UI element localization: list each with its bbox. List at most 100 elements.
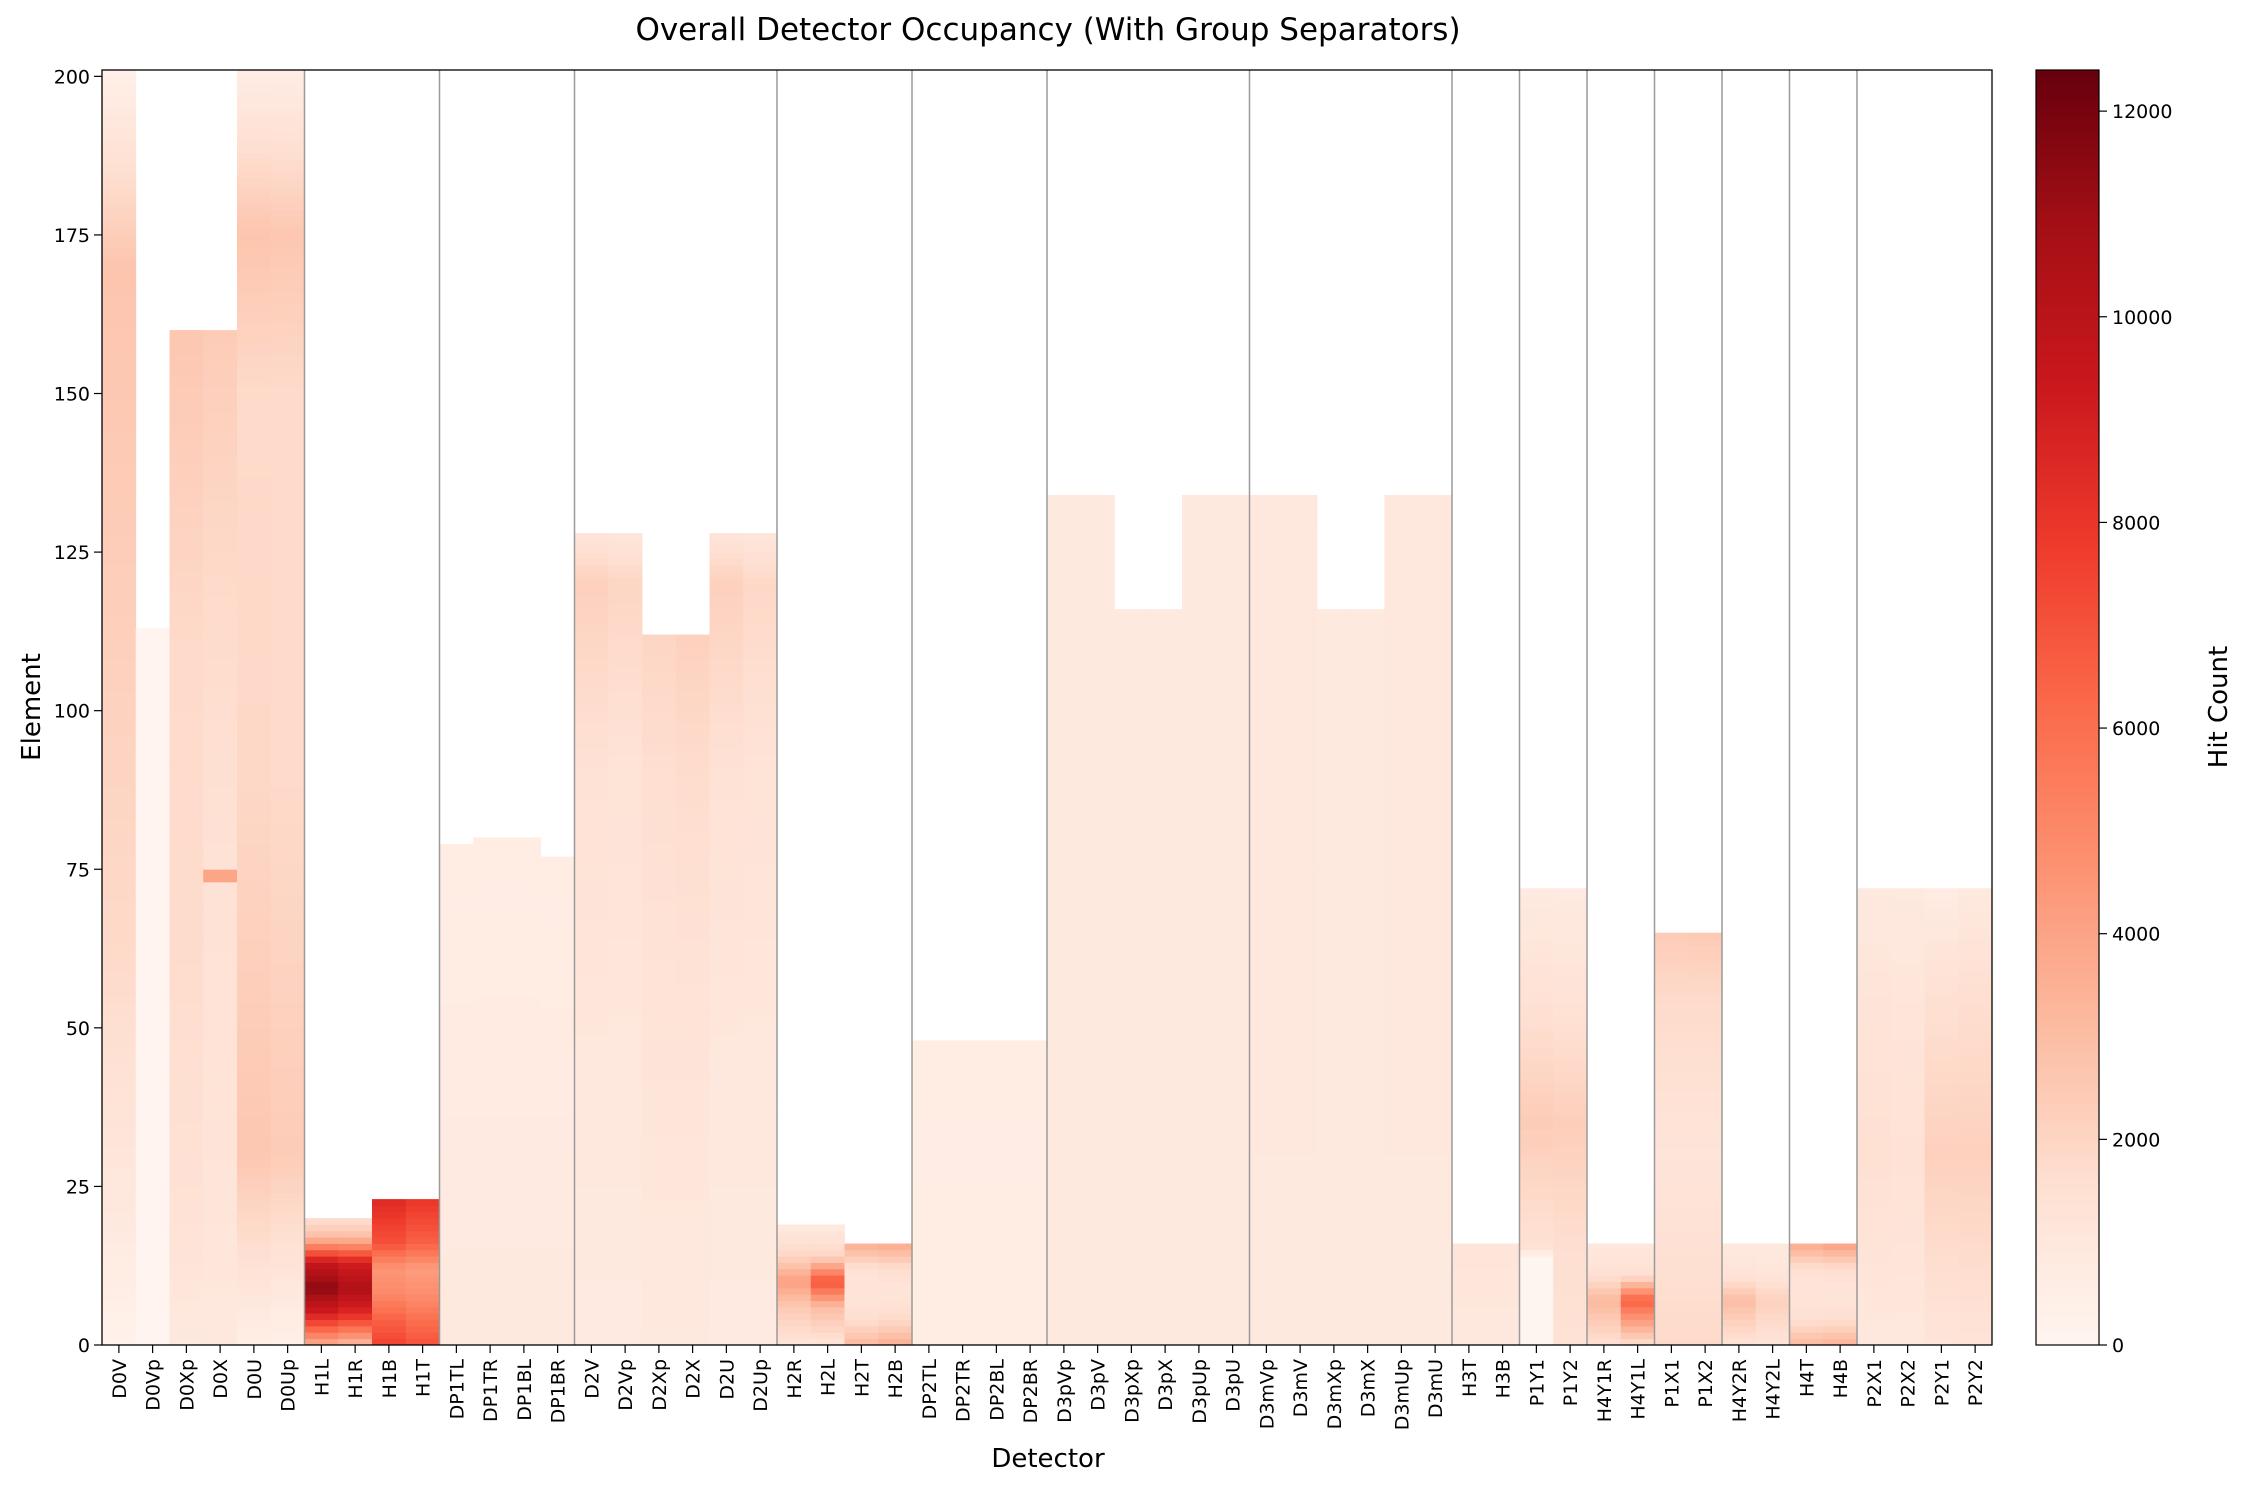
heatmap-cell	[135, 1325, 170, 1333]
heatmap-cell	[979, 1103, 1014, 1111]
heatmap-cell	[844, 1313, 879, 1321]
heatmap-cell	[1654, 1008, 1689, 1016]
heatmap-cell	[675, 1059, 710, 1067]
heatmap-cell	[574, 691, 609, 699]
heatmap-cell	[675, 1103, 710, 1111]
heatmap-cell	[169, 1091, 204, 1099]
heatmap-cell	[237, 552, 272, 559]
heatmap-cell	[102, 818, 137, 826]
heatmap-cell	[439, 1294, 474, 1301]
heatmap-cell	[473, 1300, 508, 1308]
heatmap-cell	[540, 1243, 575, 1251]
heatmap-cell	[1620, 1262, 1655, 1270]
heatmap-cell	[743, 869, 778, 876]
heatmap-cell	[473, 850, 508, 857]
heatmap-cell	[1755, 1332, 1790, 1340]
heatmap-cell	[270, 507, 305, 515]
detector-column-d0u	[237, 70, 272, 1346]
heatmap-cell	[1688, 1110, 1723, 1118]
heatmap-cell	[1215, 1072, 1250, 1079]
heatmap-cell	[270, 945, 305, 953]
heatmap-cell	[1553, 1027, 1588, 1035]
heatmap-cell	[743, 729, 778, 737]
x-tick-label: D3mUp	[1391, 1359, 1413, 1430]
heatmap-cell	[709, 1262, 744, 1270]
heatmap-cell	[1924, 1110, 1959, 1118]
heatmap-cell	[1182, 1281, 1217, 1289]
heatmap-cell	[540, 1065, 575, 1073]
heatmap-cell	[169, 437, 204, 445]
heatmap-cell	[1148, 697, 1183, 705]
heatmap-cell	[1587, 1268, 1622, 1276]
heatmap-cell	[102, 108, 137, 115]
heatmap-cell	[102, 215, 137, 223]
heatmap-cell	[473, 945, 508, 953]
heatmap-cell	[743, 1002, 778, 1010]
heatmap-cell	[1924, 1192, 1959, 1200]
heatmap-cell	[1080, 1173, 1115, 1181]
heatmap-cell	[1890, 894, 1925, 902]
heatmap-cell	[608, 1332, 643, 1340]
heatmap-cell	[102, 203, 137, 210]
heatmap-cell	[372, 1338, 407, 1346]
heatmap-cell	[237, 247, 272, 255]
heatmap-cell	[709, 1230, 744, 1238]
heatmap-cell	[642, 691, 677, 699]
heatmap-cell	[1384, 1148, 1419, 1156]
heatmap-cell	[135, 793, 170, 800]
heatmap-cell	[1924, 1173, 1959, 1181]
heatmap-cell	[1080, 805, 1115, 813]
heatmap-cell	[1080, 932, 1115, 940]
heatmap-cell	[709, 869, 744, 876]
heatmap-cell	[372, 1325, 407, 1333]
heatmap-cell	[169, 412, 204, 420]
heatmap-cell	[1654, 1332, 1689, 1340]
x-tick-label: D0Up	[278, 1359, 300, 1412]
heatmap-cell	[1418, 1116, 1453, 1124]
heatmap-cell	[608, 926, 643, 934]
heatmap-cell	[1080, 507, 1115, 515]
heatmap-cell	[1283, 1015, 1318, 1022]
heatmap-cell	[1384, 1224, 1419, 1232]
heatmap-cell	[405, 1224, 440, 1232]
x-tick-label: D3pXp	[1121, 1359, 1143, 1423]
heatmap-cell	[1215, 659, 1250, 667]
heatmap-cell	[574, 888, 609, 896]
heatmap-cell	[1013, 1040, 1048, 1048]
heatmap-cell	[1215, 862, 1250, 870]
heatmap-cell	[1215, 507, 1250, 515]
heatmap-cell	[1317, 1205, 1352, 1213]
heatmap-cell	[203, 875, 238, 883]
heatmap-cell	[237, 285, 272, 293]
heatmap-cell	[439, 894, 474, 902]
heatmap-cell	[1317, 856, 1352, 864]
heatmap-cell	[203, 583, 238, 591]
heatmap-cell	[1283, 583, 1318, 591]
heatmap-cell	[540, 1325, 575, 1333]
heatmap-cell	[709, 653, 744, 661]
heatmap-cell	[203, 1084, 238, 1092]
heatmap-cell	[1047, 1167, 1082, 1175]
heatmap-cell	[169, 1211, 204, 1219]
heatmap-cell	[1114, 1053, 1149, 1060]
heatmap-cell	[743, 761, 778, 769]
heatmap-cell	[1249, 850, 1284, 857]
heatmap-cell	[169, 444, 204, 451]
heatmap-cell	[1013, 1091, 1048, 1099]
heatmap-cell	[439, 1230, 474, 1238]
heatmap-cell	[102, 837, 137, 845]
heatmap-cell	[169, 742, 204, 750]
heatmap-cell	[709, 850, 744, 857]
heatmap-cell	[1047, 647, 1082, 654]
heatmap-cell	[270, 552, 305, 559]
heatmap-cell	[1182, 850, 1217, 857]
heatmap-cell	[237, 583, 272, 591]
heatmap-cell	[135, 1268, 170, 1276]
heatmap-cells	[102, 70, 1993, 1346]
heatmap-cell	[1688, 996, 1723, 1003]
heatmap-cell	[1215, 824, 1250, 832]
heatmap-cell	[1688, 1097, 1723, 1105]
heatmap-cell	[1114, 1281, 1149, 1289]
heatmap-cell	[237, 260, 272, 268]
heatmap-cell	[912, 1046, 947, 1054]
